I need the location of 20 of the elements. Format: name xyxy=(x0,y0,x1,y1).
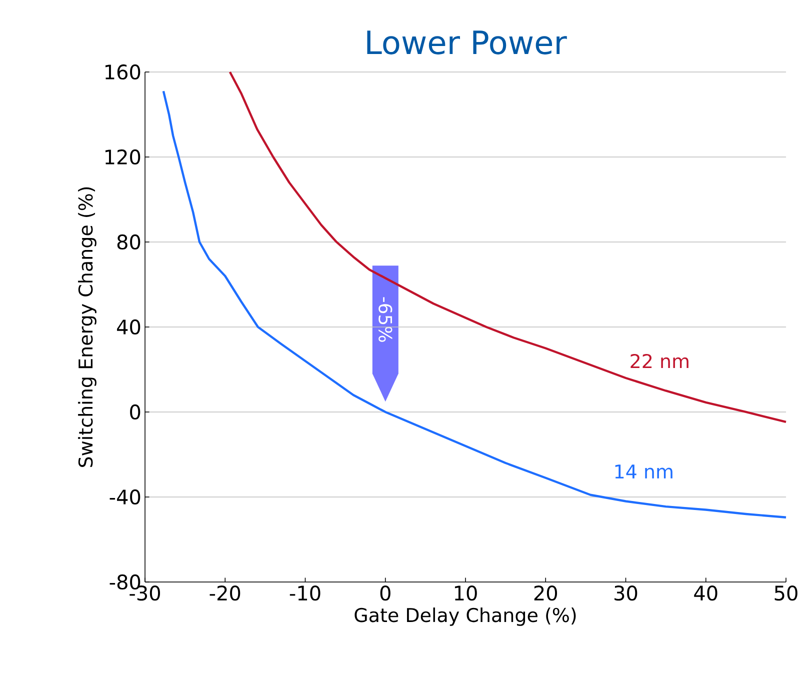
y-axis-title: Switching Energy Change (%) xyxy=(78,187,96,467)
x-tick-label: 30 xyxy=(614,586,638,601)
y-tick-label: 160 xyxy=(105,64,140,80)
x-tick-label: 10 xyxy=(454,586,477,601)
series-label: 14 nm xyxy=(615,464,672,478)
x-axis-title: Gate Delay Change (%) xyxy=(354,608,576,626)
x-tick-label: 20 xyxy=(534,586,558,601)
y-tick-label: 40 xyxy=(116,319,140,335)
x-tick-label: 50 xyxy=(774,586,798,601)
x-tick-label: -20 xyxy=(210,586,240,601)
y-tick-label: 120 xyxy=(105,149,140,165)
annotation: -65% xyxy=(378,297,392,342)
y-tick-label: 0 xyxy=(130,404,140,420)
x-tick-label: 40 xyxy=(694,586,718,601)
series-label: 22 nm xyxy=(630,354,688,368)
x-tick-label: -10 xyxy=(290,586,320,601)
x-tick-label: 0 xyxy=(380,586,390,601)
chart-title: Lower Power xyxy=(367,30,567,54)
y-tick-label: 80 xyxy=(117,234,140,250)
y-tick-label: -40 xyxy=(110,489,140,505)
